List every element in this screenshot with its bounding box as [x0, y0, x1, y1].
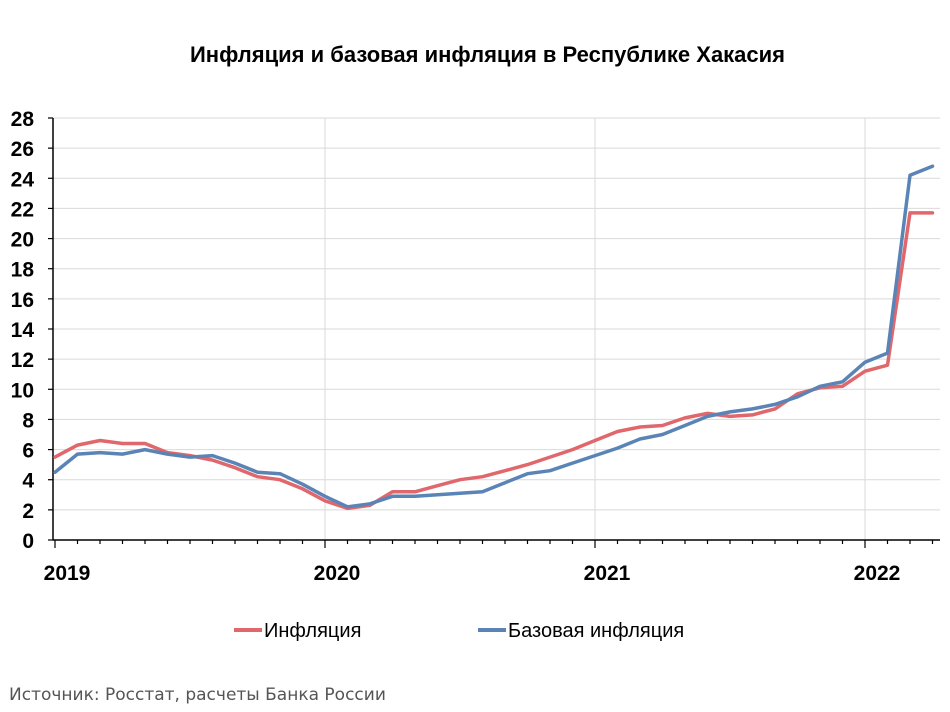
chart-title: Инфляция и базовая инфляция в Республике… — [189, 42, 786, 67]
y-tick-label: 0 — [22, 530, 34, 553]
x-tick-label: 2020 — [314, 562, 361, 585]
series-line-0 — [53, 211, 935, 511]
legend: Инфляция Базовая инфляция — [234, 620, 684, 642]
y-tick-label: 18 — [11, 259, 35, 282]
y-tick-label: 2 — [22, 500, 34, 523]
y-tick-label: 26 — [11, 138, 34, 161]
y-tick-label: 22 — [11, 198, 34, 221]
y-tick-label: 20 — [11, 229, 34, 252]
y-tick-label: 10 — [11, 379, 34, 402]
x-tick-labels: 2019 2020 2021 2022 — [44, 562, 901, 585]
y-tick-label: 28 — [11, 108, 35, 131]
x-tick-label: 2019 — [44, 562, 91, 585]
x-tick-label: 2022 — [854, 562, 901, 585]
series-line-1 — [53, 164, 935, 509]
y-tick-label: 8 — [22, 409, 34, 432]
y-tick-label: 24 — [11, 168, 35, 191]
y-tick-label: 14 — [11, 319, 35, 342]
axes — [48, 117, 940, 548]
source-note: Источник: Росстат, расчеты Банка России — [9, 685, 386, 705]
y-tick-label: 16 — [11, 289, 34, 312]
legend-label: Базовая инфляция — [508, 620, 684, 642]
x-tick-label: 2021 — [584, 562, 631, 585]
legend-label: Инфляция — [264, 620, 361, 642]
y-tick-label: 12 — [11, 349, 34, 372]
series-lines — [53, 164, 935, 511]
grid-lines — [53, 117, 940, 540]
y-tick-label: 6 — [22, 440, 34, 463]
y-tick-label: 4 — [22, 470, 34, 493]
